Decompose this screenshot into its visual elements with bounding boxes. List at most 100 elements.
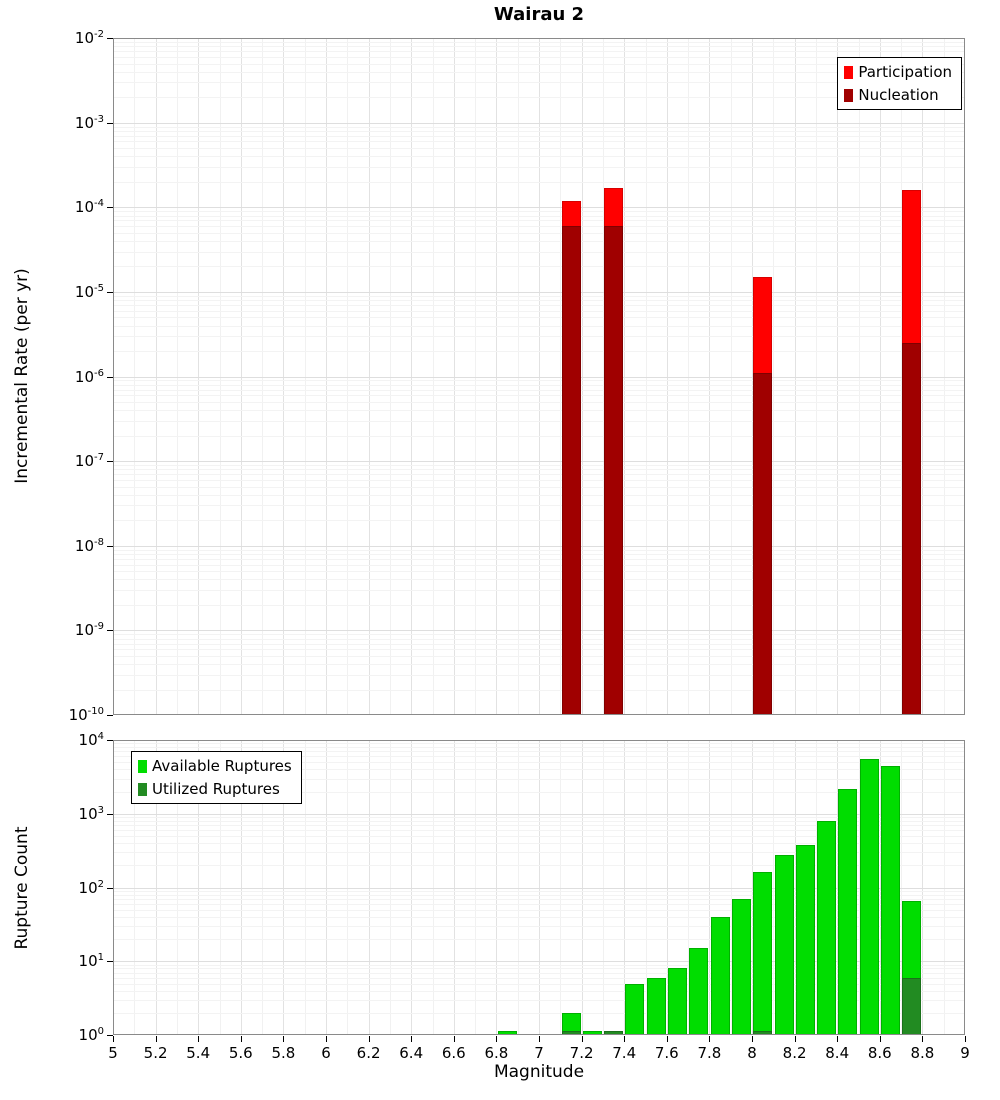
x-tick <box>283 1036 285 1042</box>
gridline <box>113 479 965 481</box>
gridline <box>113 769 965 771</box>
legend-swatch-icon <box>138 759 147 773</box>
gridline <box>113 554 965 555</box>
x-tick <box>326 1036 327 1042</box>
legend-swatch-icon <box>138 782 147 796</box>
gridline <box>113 130 965 132</box>
gridline <box>113 916 965 918</box>
y-tick-label: 10-9 <box>74 621 104 640</box>
gridline <box>113 939 965 940</box>
available-ruptures-bar <box>774 854 794 1035</box>
gridline <box>113 494 965 496</box>
gridline <box>113 977 965 979</box>
gridline <box>113 817 965 819</box>
gridline <box>113 505 965 507</box>
gridline <box>113 56 965 58</box>
gridline <box>113 865 965 867</box>
legend-swatch-icon <box>844 65 854 79</box>
gridline <box>113 380 965 382</box>
gridline <box>113 558 965 560</box>
x-tick-label: 5.6 <box>228 1044 253 1062</box>
gridline <box>113 336 965 338</box>
gridline <box>113 181 965 183</box>
x-tick-label: 8.2 <box>782 1044 807 1062</box>
legend-label: Participation <box>858 63 952 81</box>
gridline <box>113 474 965 476</box>
gridline <box>113 756 965 758</box>
available-ruptures-bar <box>689 948 709 1035</box>
gridline <box>113 890 965 892</box>
utilized-ruptures-bar <box>604 1031 623 1035</box>
x-tick-label: 5.8 <box>271 1044 296 1062</box>
utilized-ruptures-bar <box>561 1031 581 1035</box>
gridline <box>113 649 965 651</box>
gridline <box>113 887 965 889</box>
gridline <box>113 852 965 854</box>
y-tick <box>107 376 113 378</box>
count-axis-label: Rupture Count <box>12 826 32 950</box>
rate-axis-label: Incremental Rate (per yr) <box>12 268 32 484</box>
gridline <box>113 435 965 437</box>
utilized-ruptures-bar <box>902 977 922 1035</box>
available-ruptures-bar <box>817 820 836 1035</box>
gridline <box>113 465 965 466</box>
y-tick-label: 10-3 <box>74 113 104 132</box>
gridline <box>113 961 965 963</box>
utilized-ruptures-bar <box>753 1031 773 1035</box>
available-ruptures-bar <box>710 916 730 1035</box>
x-tick-label: 7.4 <box>612 1044 637 1062</box>
gridline <box>113 545 965 547</box>
gridline <box>113 778 965 780</box>
x-tick-label: 6 <box>321 1044 331 1062</box>
x-tick <box>794 1036 796 1042</box>
y-tick <box>107 1035 113 1036</box>
y-tick <box>107 461 113 463</box>
gridline <box>113 990 965 992</box>
gridline <box>113 389 965 391</box>
rate-legend: Participation Nucleation <box>837 57 962 110</box>
x-tick <box>837 1036 839 1042</box>
x-tick <box>496 1036 498 1042</box>
gridline <box>113 97 965 99</box>
gridline <box>113 820 965 822</box>
x-tick-label: 6.8 <box>484 1044 509 1062</box>
legend-label: Utilized Ruptures <box>152 780 280 798</box>
x-tick <box>965 1036 966 1042</box>
gridline <box>113 825 965 827</box>
legend-entry: Utilized Ruptures <box>138 780 292 798</box>
legend-swatch-icon <box>844 88 854 102</box>
nucleation-bar <box>604 226 623 715</box>
gridline <box>113 579 965 581</box>
x-tick-label: 7.2 <box>569 1044 594 1062</box>
nucleation-bar <box>753 373 773 715</box>
y-tick <box>107 740 113 741</box>
y-tick <box>107 545 113 547</box>
gridline <box>113 51 965 53</box>
gridline <box>113 894 965 896</box>
y-tick-label: 10-7 <box>74 452 104 471</box>
gridline <box>113 674 965 676</box>
y-tick <box>107 715 113 716</box>
gridline <box>113 469 965 471</box>
x-tick <box>879 1036 881 1042</box>
available-ruptures-bar <box>881 765 900 1035</box>
gridline <box>113 983 965 985</box>
gridline <box>113 266 965 268</box>
y-tick-label: 10-10 <box>68 706 104 724</box>
gridline <box>113 813 965 815</box>
gridline <box>113 122 965 124</box>
y-tick-label: 10-8 <box>74 536 104 555</box>
gridline <box>113 310 965 312</box>
gridline <box>113 82 965 84</box>
y-tick <box>107 961 113 963</box>
gridline <box>113 571 965 573</box>
x-tick-label: 5 <box>108 1044 118 1062</box>
x-tick-label: 6.4 <box>399 1044 424 1062</box>
x-tick <box>624 1036 626 1042</box>
y-tick <box>107 630 113 632</box>
y-tick-label: 100 <box>78 1026 104 1044</box>
available-ruptures-bar <box>753 872 773 1035</box>
gridline <box>113 305 965 306</box>
x-tick-label: 6.2 <box>356 1044 381 1062</box>
x-tick <box>666 1036 668 1042</box>
